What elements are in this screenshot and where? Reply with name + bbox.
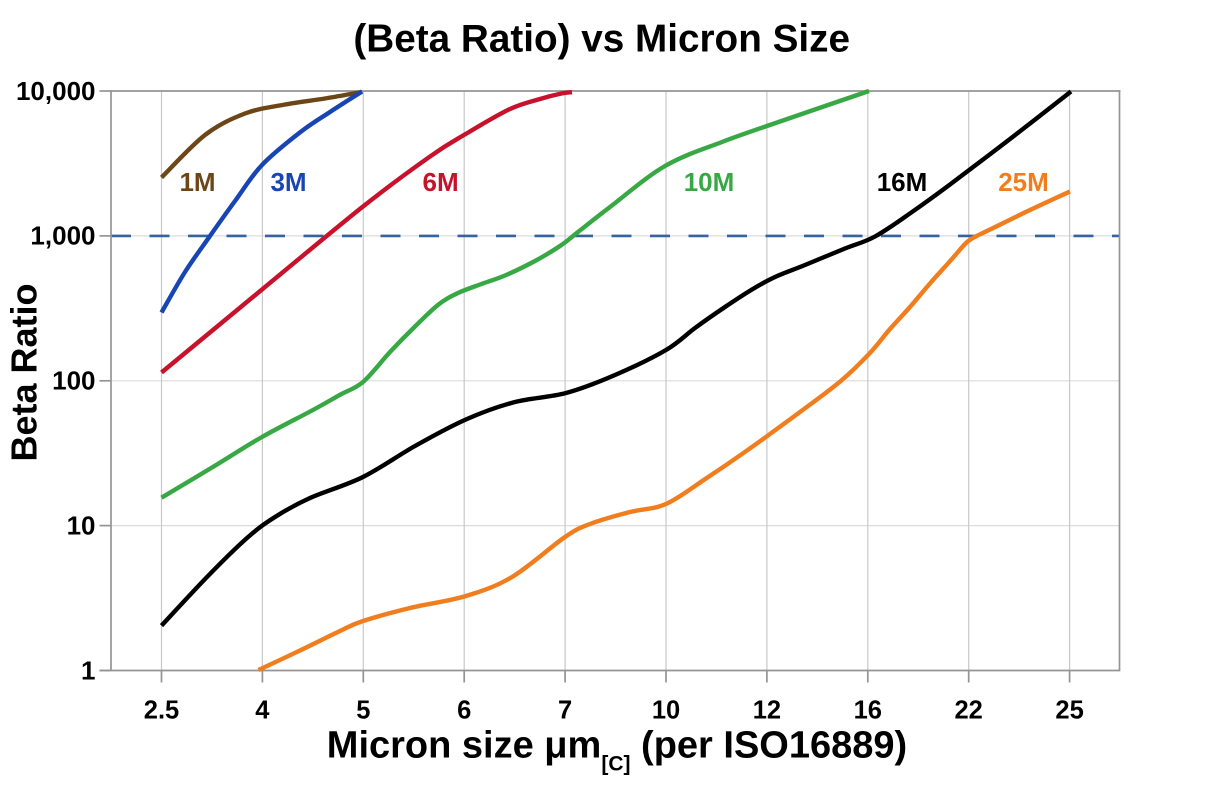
svg-text:4: 4: [255, 697, 270, 725]
svg-text:2.5: 2.5: [144, 697, 179, 725]
svg-text:10: 10: [67, 510, 96, 540]
svg-text:(Beta Ratio) vs Micron Size: (Beta Ratio) vs Micron Size: [353, 17, 850, 60]
svg-text:1M: 1M: [179, 167, 215, 197]
svg-text:10M: 10M: [684, 167, 735, 197]
svg-text:10,000: 10,000: [16, 76, 96, 106]
svg-text:1: 1: [81, 655, 95, 685]
svg-text:16: 16: [854, 697, 882, 725]
svg-text:Beta Ratio: Beta Ratio: [4, 283, 45, 461]
svg-text:16M: 16M: [877, 167, 928, 197]
svg-text:7: 7: [558, 697, 572, 725]
svg-text:6: 6: [457, 697, 471, 725]
svg-text:10: 10: [652, 697, 680, 725]
svg-text:100: 100: [52, 366, 95, 396]
svg-text:6M: 6M: [423, 167, 459, 197]
svg-text:25M: 25M: [998, 167, 1049, 197]
svg-text:5: 5: [356, 697, 370, 725]
svg-text:12: 12: [753, 697, 781, 725]
svg-text:22: 22: [955, 697, 983, 725]
svg-text:25: 25: [1055, 697, 1083, 725]
svg-text:3M: 3M: [270, 167, 306, 197]
svg-text:1,000: 1,000: [30, 221, 95, 251]
